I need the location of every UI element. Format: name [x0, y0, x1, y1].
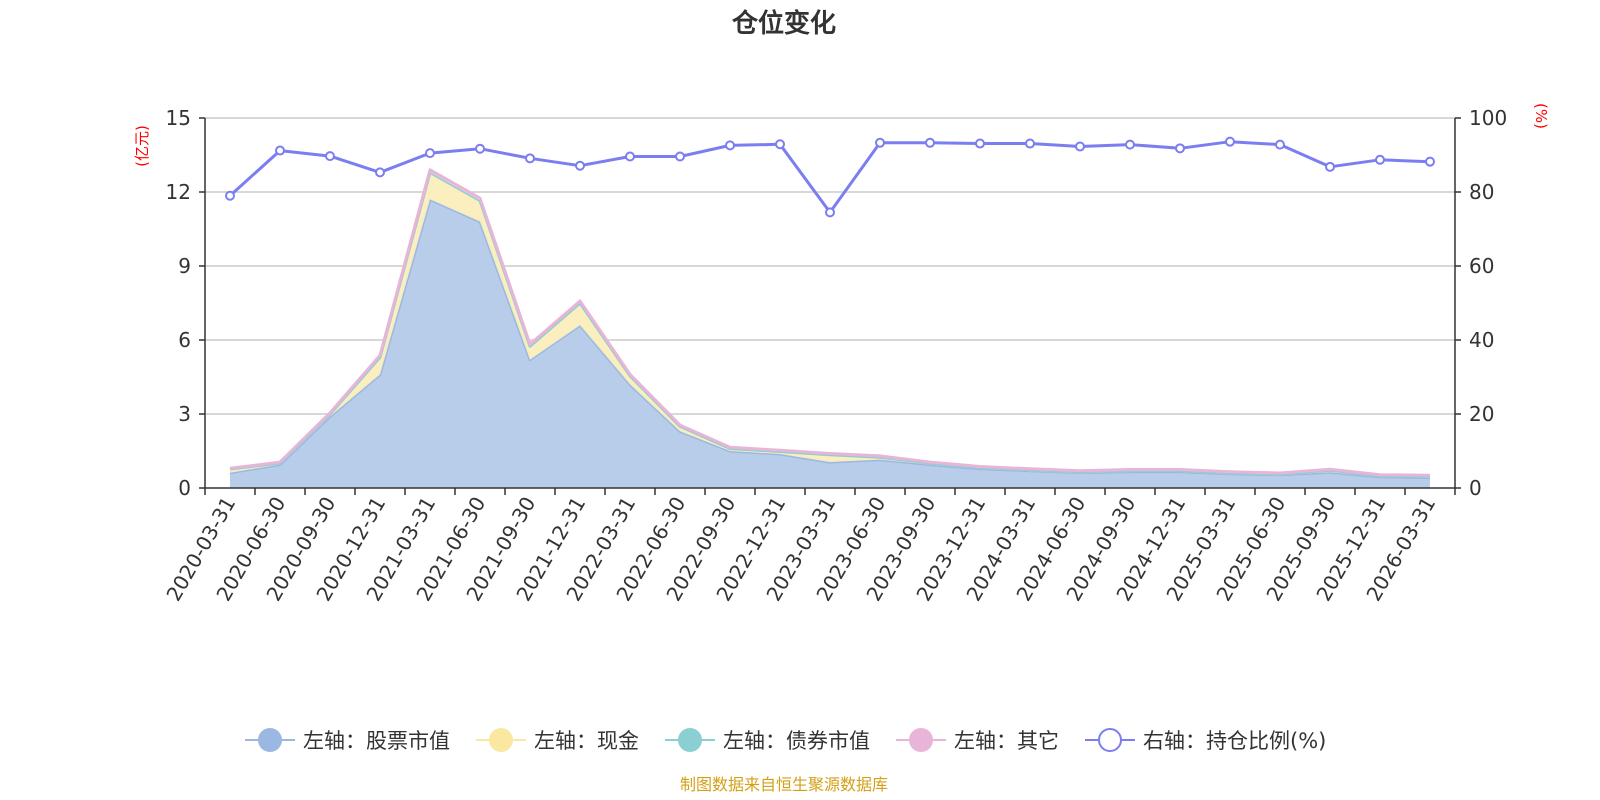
legend-marker	[258, 728, 282, 752]
left-axis-unit: (亿元)	[133, 125, 151, 167]
ratio-point	[525, 153, 535, 164]
ratio-point	[1225, 136, 1235, 147]
ratio-point	[1125, 139, 1135, 150]
ratio-point	[425, 148, 435, 159]
ratio-point	[325, 151, 335, 162]
ratio-point	[1375, 154, 1385, 165]
ratio-point	[625, 151, 635, 162]
ratio-point	[675, 151, 685, 162]
legend-label: 左轴：现金	[534, 729, 639, 753]
legend-marker	[489, 728, 513, 752]
data-source-note: 制图数据来自恒生聚源数据库	[680, 775, 888, 794]
ratio-point	[825, 207, 835, 218]
legend-marker	[1098, 728, 1122, 752]
ratio-point	[925, 137, 935, 148]
legend-label: 左轴：股票市值	[303, 729, 450, 753]
area-line-3	[229, 168, 1431, 477]
left-axis-tick-label: 9	[178, 254, 191, 278]
ratio-point	[775, 139, 785, 150]
left-axis-tick-label: 3	[178, 402, 191, 426]
area-0	[230, 199, 1430, 488]
right-axis-tick-label: 20	[1469, 402, 1494, 426]
axes: 036912150204060801002020-03-312020-06-30…	[161, 106, 1507, 605]
legend-marker	[909, 728, 933, 752]
left-axis-tick-label: 0	[178, 476, 191, 500]
right-axis-tick-label: 80	[1469, 180, 1494, 204]
ratio-point	[1075, 141, 1085, 152]
ratio-point	[275, 145, 285, 156]
ratio-point	[1275, 139, 1285, 150]
ratio-point	[1025, 138, 1035, 149]
right-axis-tick-label: 40	[1469, 328, 1494, 352]
ratio-point	[225, 190, 235, 201]
legend-label: 右轴：持仓比例(%)	[1143, 729, 1326, 753]
right-axis-tick-label: 60	[1469, 254, 1494, 278]
legend: 左轴：股票市值 左轴：现金 左轴：债券市值 左轴：其它 右轴：持仓比例(%)	[245, 728, 1326, 753]
ratio-point	[1425, 156, 1435, 167]
ratio-line	[228, 140, 1431, 214]
right-axis-unit: (%)	[1532, 103, 1550, 129]
left-axis-tick-label: 15	[166, 106, 191, 130]
ratio-line-series	[225, 136, 1435, 218]
right-axis-tick-label: 100	[1469, 106, 1507, 130]
ratio-point	[725, 140, 735, 151]
chart-title: 仓位变化	[731, 8, 836, 39]
ratio-point	[375, 167, 385, 178]
stacked-areas	[229, 168, 1431, 488]
ratio-point	[1175, 143, 1185, 154]
ratio-point	[975, 138, 985, 149]
left-axis-tick-label: 12	[166, 180, 191, 204]
right-axis-tick-label: 0	[1469, 476, 1482, 500]
legend-label: 左轴：债券市值	[723, 729, 870, 753]
legend-label: 左轴：其它	[954, 729, 1059, 753]
ratio-point	[475, 143, 485, 154]
left-axis-tick-label: 6	[178, 328, 191, 352]
ratio-point	[575, 160, 585, 171]
legend-marker	[678, 728, 702, 752]
ratio-point	[1325, 161, 1335, 172]
ratio-point	[875, 137, 885, 148]
